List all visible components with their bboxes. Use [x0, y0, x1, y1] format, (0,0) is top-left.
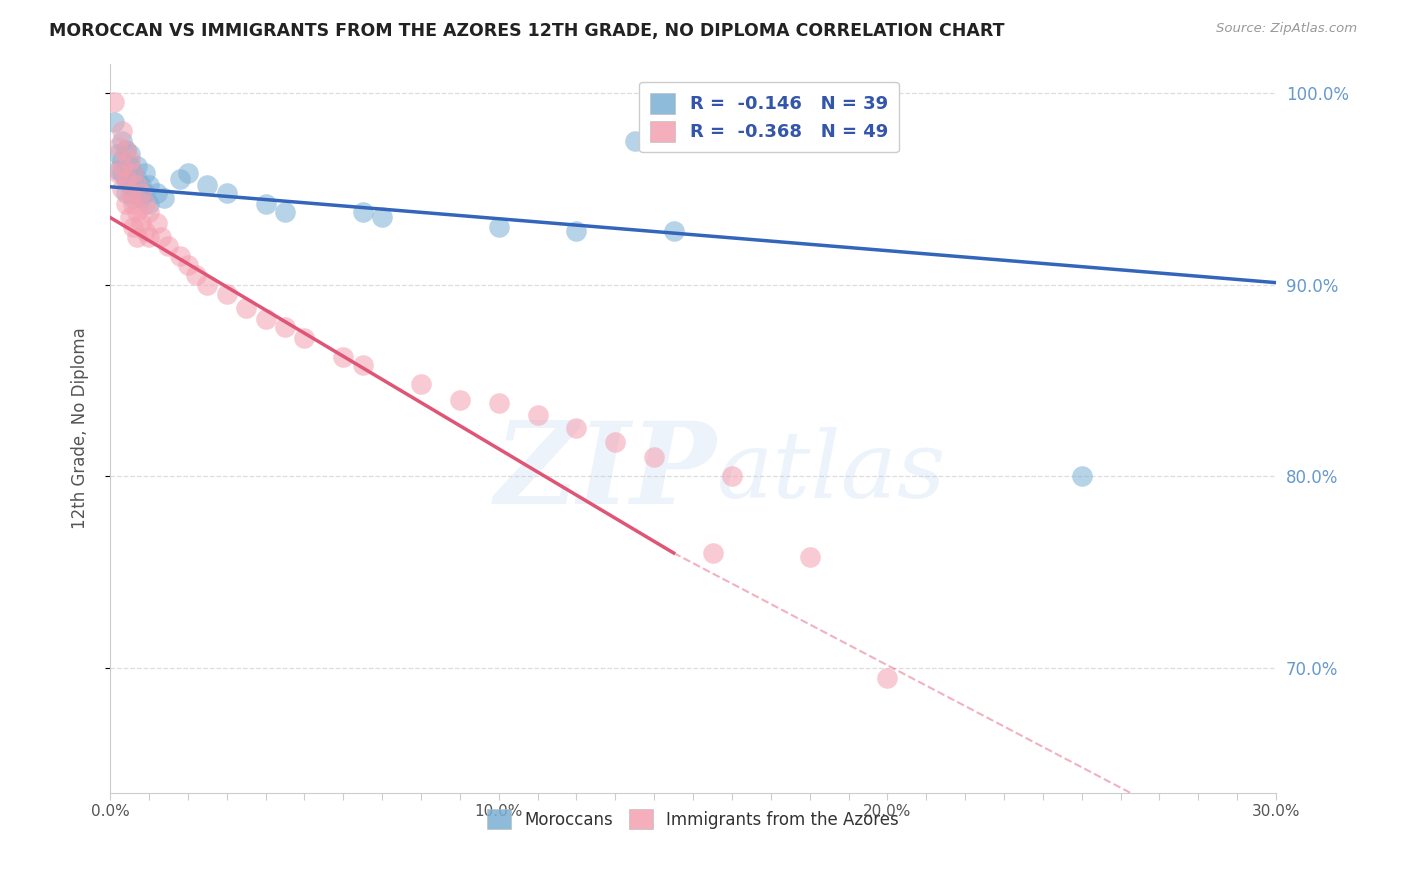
Point [114, 144, 136, 158]
Text: MOROCCAN VS IMMIGRANTS FROM THE AZORES 12TH GRADE, NO DIPLOMA CORRELATION CHART: MOROCCAN VS IMMIGRANTS FROM THE AZORES 1… [49, 22, 1005, 40]
Point [721, 469, 744, 483]
Point [111, 182, 134, 196]
Point [235, 301, 257, 315]
Point [145, 186, 167, 200]
Point [127, 178, 149, 192]
Point [118, 178, 141, 192]
Point [107, 147, 129, 161]
Point [215, 186, 238, 200]
Point [114, 197, 136, 211]
Point [114, 172, 136, 186]
Point [254, 312, 277, 326]
Point [129, 216, 152, 230]
Point [169, 249, 191, 263]
Point [127, 204, 149, 219]
Point [643, 450, 665, 464]
Point [371, 211, 394, 225]
Point [215, 287, 238, 301]
Point [145, 216, 167, 230]
Point [127, 186, 149, 200]
Point [876, 671, 898, 685]
Point [565, 421, 588, 435]
Point [138, 204, 160, 219]
Point [129, 191, 152, 205]
Point [662, 224, 685, 238]
Point [488, 220, 510, 235]
Point [127, 229, 149, 244]
Point [118, 153, 141, 167]
Point [409, 377, 432, 392]
Point [118, 159, 141, 173]
Point [111, 134, 134, 148]
Point [138, 178, 160, 192]
Point [702, 546, 724, 560]
Legend: Moroccans, Immigrants from the Azores: Moroccans, Immigrants from the Azores [481, 803, 905, 835]
Point [118, 147, 141, 161]
Point [127, 172, 149, 186]
Point [177, 259, 200, 273]
Point [294, 331, 316, 345]
Point [352, 358, 374, 372]
Point [103, 114, 125, 128]
Point [107, 162, 129, 177]
Point [195, 178, 218, 192]
Point [254, 197, 277, 211]
Point [129, 186, 152, 200]
Point [129, 178, 152, 192]
Point [605, 434, 627, 449]
Point [352, 204, 374, 219]
Point [274, 319, 297, 334]
Point [122, 166, 145, 180]
Point [623, 134, 645, 148]
Point [107, 166, 129, 180]
Point [488, 396, 510, 410]
Point [138, 229, 160, 244]
Point [111, 159, 134, 173]
Point [122, 197, 145, 211]
Point [799, 549, 821, 564]
Point [134, 166, 156, 180]
Text: atlas: atlas [717, 427, 946, 517]
Text: ZIP: ZIP [495, 417, 717, 527]
Point [122, 166, 145, 180]
Point [157, 239, 180, 253]
Point [122, 182, 145, 196]
Point [195, 277, 218, 292]
Point [138, 197, 160, 211]
Point [153, 191, 176, 205]
Point [122, 220, 145, 235]
Point [177, 166, 200, 180]
Point [184, 268, 207, 282]
Point [134, 186, 156, 200]
Text: Source: ZipAtlas.com: Source: ZipAtlas.com [1216, 22, 1357, 36]
Point [169, 172, 191, 186]
Point [107, 139, 129, 153]
Point [274, 204, 297, 219]
Point [114, 172, 136, 186]
Point [127, 159, 149, 173]
Point [1070, 469, 1092, 483]
Point [526, 408, 548, 422]
Point [449, 392, 471, 407]
Point [134, 197, 156, 211]
Point [122, 191, 145, 205]
Point [114, 186, 136, 200]
Point [111, 166, 134, 180]
Point [111, 153, 134, 167]
Point [118, 186, 141, 200]
Point [103, 95, 125, 110]
Point [565, 224, 588, 238]
Point [118, 211, 141, 225]
Point [114, 144, 136, 158]
Y-axis label: 12th Grade, No Diploma: 12th Grade, No Diploma [72, 327, 89, 529]
Point [134, 224, 156, 238]
Point [149, 229, 172, 244]
Point [111, 124, 134, 138]
Point [332, 351, 354, 365]
